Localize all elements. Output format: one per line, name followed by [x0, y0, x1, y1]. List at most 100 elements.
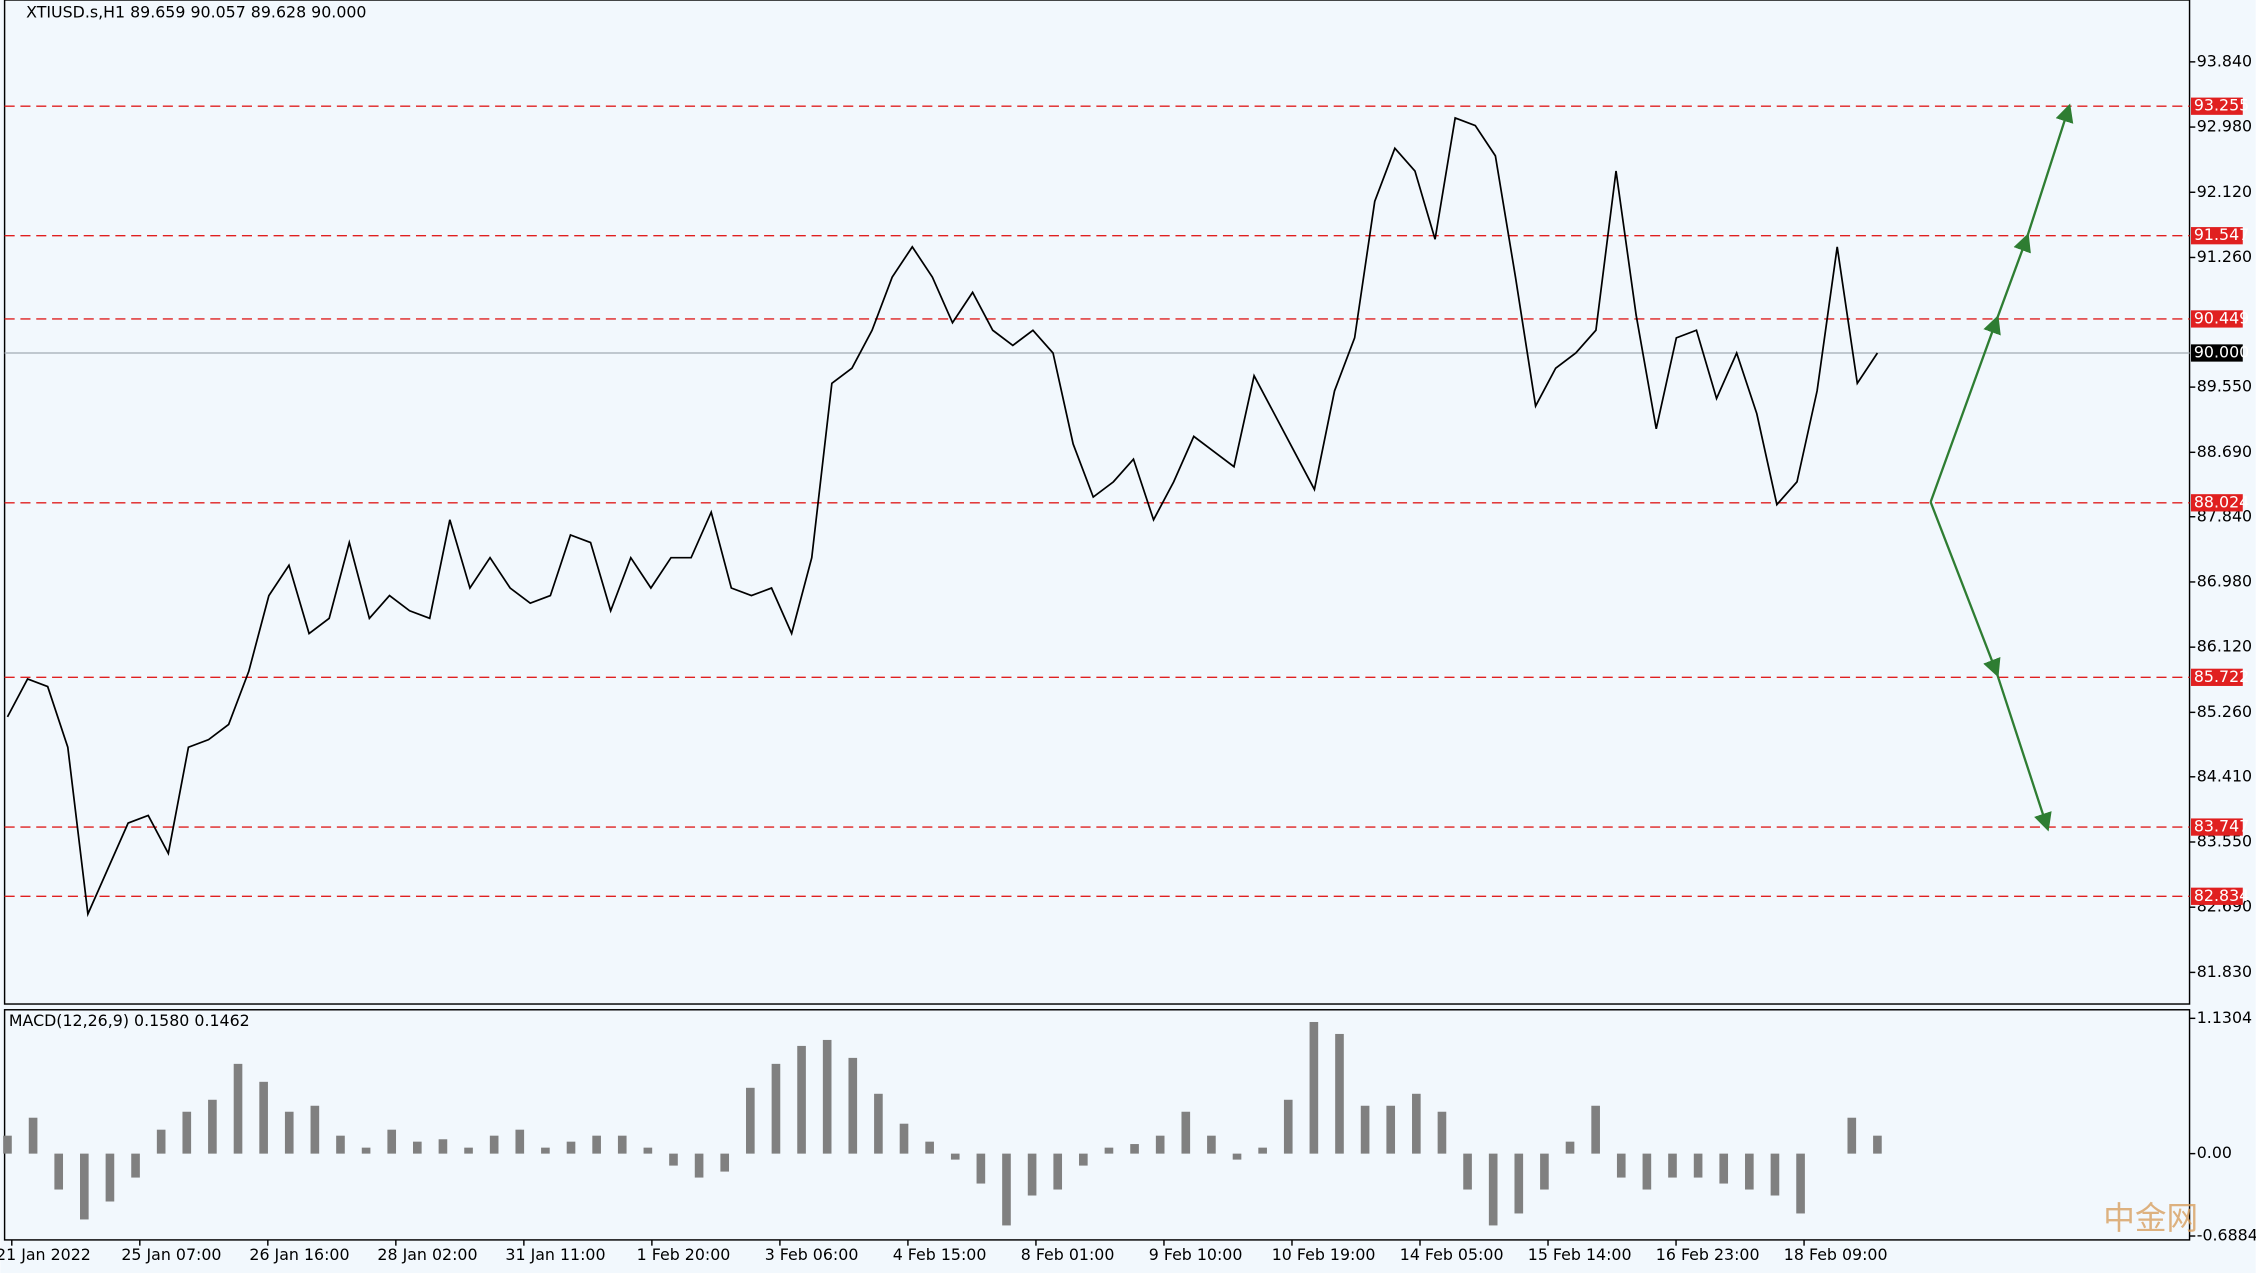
level-label: 93.255	[2194, 96, 2249, 115]
macd-bar	[413, 1141, 422, 1154]
macd-bar	[310, 1105, 320, 1154]
macd-bar	[1514, 1153, 1524, 1214]
macd-bar	[720, 1153, 730, 1172]
price-panel	[3, 0, 2191, 1005]
macd-bar	[874, 1093, 883, 1154]
macd-title: MACD(12,26,9) 0.1580 0.1462	[9, 1011, 250, 1030]
macd-bar	[1309, 1021, 1319, 1154]
y-tick-label: 89.550	[2197, 377, 2252, 396]
level-label: 83.747	[2194, 817, 2249, 836]
macd-bar	[1335, 1033, 1344, 1154]
macd-bar	[822, 1039, 832, 1154]
macd-bar	[54, 1153, 64, 1190]
current-price-tag	[2190, 344, 2243, 362]
macd-bar	[1155, 1135, 1165, 1154]
macd-bar	[208, 1099, 217, 1154]
macd-bar	[1283, 1099, 1293, 1154]
level-tag	[2190, 887, 2243, 905]
macd-bar	[566, 1141, 576, 1154]
y-tick-label: 92.980	[2197, 117, 2252, 136]
x-tick-label: 28 Jan 02:00	[377, 1245, 477, 1264]
y-tick-label: 93.840	[2197, 51, 2252, 70]
macd-bar	[105, 1153, 115, 1202]
x-tick-label: 15 Feb 14:00	[1528, 1245, 1632, 1264]
y-tick-label: -0.6884	[2197, 1226, 2256, 1245]
macd-bar	[1463, 1153, 1472, 1190]
macd-bar	[746, 1087, 755, 1154]
macd-bar	[771, 1063, 781, 1154]
x-tick-label: 31 Jan 11:00	[505, 1245, 605, 1264]
x-tick-label: 9 Feb 10:00	[1149, 1245, 1243, 1264]
x-tick-label: 4 Feb 15:00	[893, 1245, 987, 1264]
x-tick-label: 3 Feb 06:00	[765, 1245, 859, 1264]
macd-bar	[131, 1153, 140, 1178]
macd-bar	[489, 1135, 499, 1154]
level-tag	[2190, 97, 2243, 115]
y-tick-label: 81.830	[2197, 962, 2252, 981]
macd-bar	[1104, 1147, 1114, 1154]
y-tick-label: 1.1304	[2197, 1008, 2252, 1027]
macd-bar	[361, 1147, 371, 1154]
level-label: 90.449	[2194, 308, 2249, 327]
macd-bar	[1591, 1105, 1600, 1154]
watermark: 中金网	[2103, 1201, 2198, 1237]
x-tick-label: 8 Feb 01:00	[1021, 1245, 1115, 1264]
macd-bar	[1079, 1153, 1088, 1166]
chart-title: XTIUSD.s,H1 89.659 90.057 89.628 90.000	[26, 2, 366, 21]
macd-bar	[1386, 1105, 1396, 1154]
y-tick-label: 86.120	[2197, 637, 2252, 656]
macd-bar	[643, 1147, 653, 1154]
macd-bar	[1027, 1153, 1037, 1196]
macd-bar	[541, 1147, 550, 1154]
macd-bar	[925, 1141, 934, 1154]
y-tick-label: 0.00	[2197, 1143, 2232, 1162]
macd-bar	[1719, 1153, 1729, 1184]
macd-bar	[899, 1123, 909, 1154]
macd-bar	[694, 1153, 704, 1178]
macd-bar	[1258, 1147, 1267, 1154]
x-tick-label: 18 Feb 09:00	[1784, 1245, 1888, 1264]
y-tick-label: 88.690	[2197, 442, 2252, 461]
level-label: 85.722	[2194, 667, 2249, 686]
macd-bar	[1642, 1153, 1652, 1190]
x-tick-label: 16 Feb 23:00	[1656, 1245, 1760, 1264]
macd-bar	[156, 1129, 166, 1154]
macd-bar	[284, 1111, 294, 1154]
macd-bar	[1540, 1153, 1549, 1190]
x-tick-label: 1 Feb 20:00	[637, 1245, 731, 1264]
macd-bar	[1770, 1153, 1780, 1196]
macd-bar	[848, 1057, 858, 1154]
macd-bar	[259, 1081, 268, 1154]
level-tag	[2190, 494, 2243, 512]
macd-bar	[28, 1117, 38, 1154]
x-tick-label: 14 Feb 05:00	[1400, 1245, 1504, 1264]
y-tick-label: 85.260	[2197, 702, 2252, 721]
macd-bar	[80, 1153, 89, 1220]
y-tick-label: 92.120	[2197, 182, 2252, 201]
macd-bar	[797, 1045, 806, 1154]
macd-bar	[1181, 1111, 1191, 1154]
level-tag	[2190, 668, 2243, 686]
macd-panel	[3, 1009, 2191, 1241]
macd-bar	[1412, 1093, 1421, 1154]
macd-bar	[182, 1111, 192, 1154]
y-tick-label: 86.980	[2197, 571, 2252, 590]
macd-bar	[233, 1063, 243, 1154]
macd-bar	[438, 1139, 448, 1154]
macd-bar	[1873, 1135, 1882, 1154]
macd-bar	[1847, 1117, 1857, 1154]
macd-bar	[1130, 1144, 1139, 1154]
current-price-label: 90.000	[2194, 342, 2249, 361]
level-tag	[2190, 818, 2243, 836]
macd-bar	[515, 1129, 525, 1154]
macd-bar	[464, 1147, 473, 1154]
layer: 93.84092.98092.12091.26089.55088.69087.8…	[0, 51, 2256, 1264]
x-tick-label: 10 Feb 19:00	[1272, 1245, 1376, 1264]
macd-bar	[617, 1135, 627, 1154]
level-tag	[2190, 310, 2243, 328]
macd-bar	[1207, 1135, 1216, 1154]
macd-bar	[1796, 1153, 1805, 1214]
level-tag	[2190, 227, 2243, 245]
